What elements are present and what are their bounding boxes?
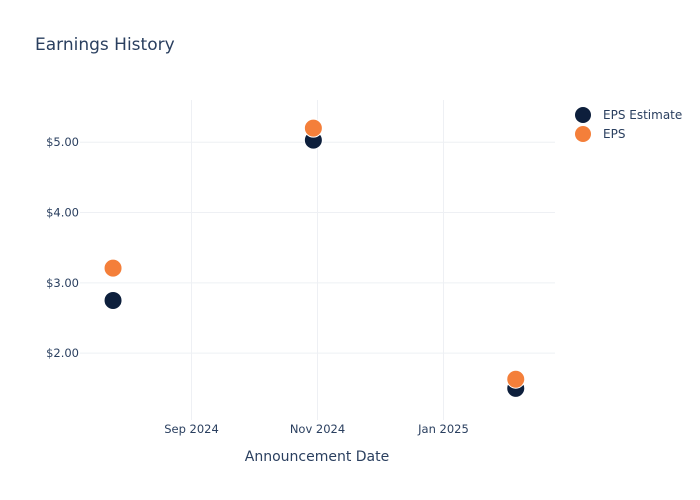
chart-title: Earnings History: [35, 35, 175, 55]
x-axis-title: Announcement Date: [245, 449, 389, 465]
legend-marker: [575, 107, 591, 123]
y-tick-label: $4.00: [46, 206, 79, 220]
x-tick-label: Nov 2024: [290, 422, 345, 436]
legend-label: EPS: [603, 127, 625, 141]
legend[interactable]: EPS Estimate EPS: [575, 107, 682, 142]
y-tick-label: $5.00: [46, 135, 79, 149]
legend-item[interactable]: EPS Estimate: [575, 107, 682, 123]
x-tick-label: Jan 2025: [417, 422, 469, 436]
data-points: [103, 118, 526, 398]
point-eps[interactable]: [103, 258, 123, 278]
x-tick-labels: Sep 2024 Nov 2024 Jan 2025: [164, 422, 469, 436]
point-eps-estimate[interactable]: [103, 290, 123, 310]
y-tick-labels: $2.00 $3.00 $4.00 $5.00: [46, 135, 79, 360]
legend-label: EPS Estimate: [603, 108, 682, 122]
legend-marker: [575, 126, 591, 142]
y-tick-label: $3.00: [46, 276, 79, 290]
point-eps[interactable]: [303, 118, 323, 138]
x-tick-label: Sep 2024: [164, 422, 219, 436]
legend-item[interactable]: EPS: [575, 126, 625, 142]
point-eps[interactable]: [506, 369, 526, 389]
y-tick-label: $2.00: [46, 346, 79, 360]
